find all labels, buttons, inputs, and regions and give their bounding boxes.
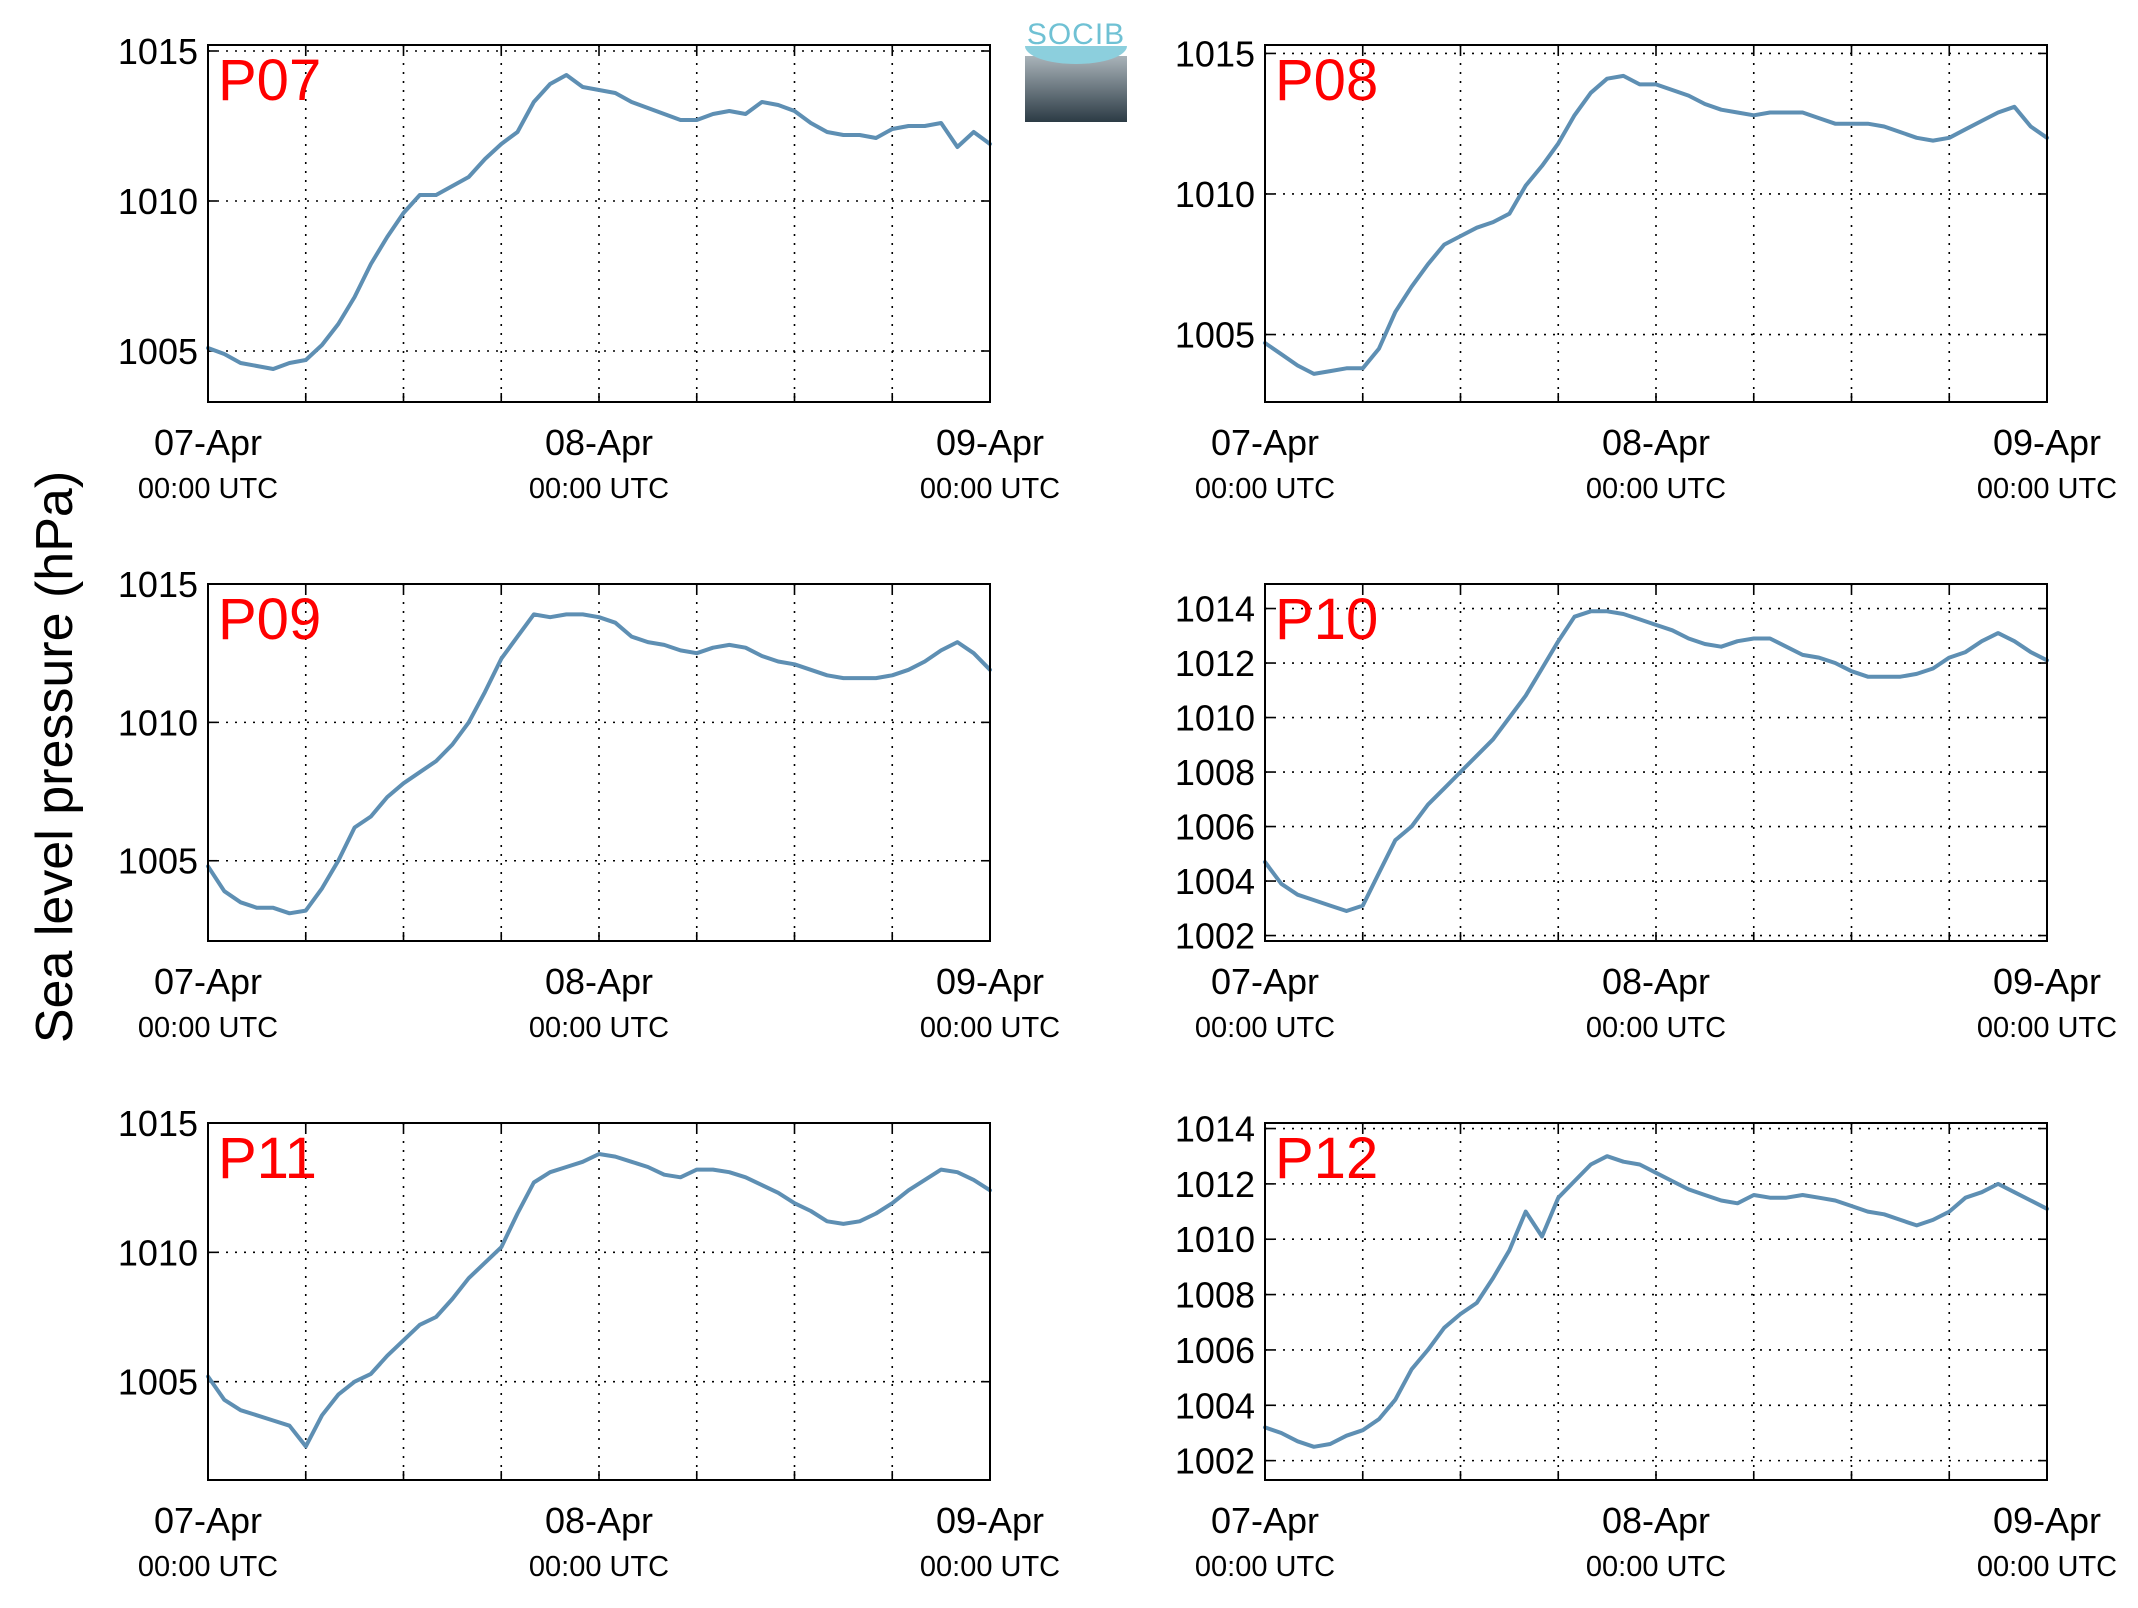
panel-label: P12 — [1275, 1126, 1378, 1191]
x-tick-sublabel: 00:00 UTC — [1586, 473, 1726, 505]
x-tick-label: 07-Apr — [154, 422, 262, 463]
x-tick-label: 07-Apr — [154, 961, 262, 1002]
x-tick-sublabel: 00:00 UTC — [1195, 1551, 1335, 1583]
panel-label: P10 — [1275, 587, 1378, 652]
axes-frame — [1264, 44, 2048, 403]
pressure-series-line — [1263, 73, 2049, 376]
x-tick-sublabel: 00:00 UTC — [529, 1551, 669, 1583]
y-tick-label: 1005 — [118, 1362, 198, 1403]
panel-label: P11 — [218, 1126, 317, 1191]
x-tick-sublabel: 00:00 UTC — [1977, 473, 2117, 505]
y-tick-label: 1002 — [1175, 916, 1255, 957]
y-tick-label: 1005 — [118, 841, 198, 882]
y-tick-label: 1006 — [1175, 807, 1255, 848]
x-tick-label: 07-Apr — [1211, 1500, 1319, 1541]
x-tick-sublabel: 00:00 UTC — [1586, 1012, 1726, 1044]
axes-frame — [1264, 1122, 2048, 1481]
y-tick-label: 1006 — [1175, 1330, 1255, 1371]
y-tick-label: 1014 — [1175, 589, 1255, 630]
x-tick-sublabel: 00:00 UTC — [529, 473, 669, 505]
panel-p09: 1005 1010 1015 P09 07-Apr 00:00 UTC 08-Apr 00:0… — [118, 564, 1060, 1044]
y-tick-label: 1010 — [1175, 174, 1255, 215]
panel-p10: 1002 1004 1006 1008 1010 1012 1014 P10 07-Apr 00:… — [1175, 583, 2117, 1044]
x-tick-sublabel: 00:00 UTC — [920, 1012, 1060, 1044]
x-tick-sublabel: 00:00 UTC — [138, 473, 278, 505]
y-tick-label: 1015 — [1175, 33, 1255, 74]
y-tick-label: 1005 — [1175, 315, 1255, 356]
x-tick-label: 09-Apr — [936, 1500, 1044, 1541]
y-tick-label: 1008 — [1175, 752, 1255, 793]
x-tick-sublabel: 00:00 UTC — [1586, 1551, 1726, 1583]
pressure-series-line — [206, 73, 992, 371]
y-tick-label: 1005 — [118, 331, 198, 372]
panel-p08: 1005 1010 1015 P08 07-Apr 00:00 UTC 08-Apr 00:0… — [1175, 33, 2117, 505]
pressure-series-line — [206, 612, 992, 916]
y-tick-label: 1015 — [118, 31, 198, 72]
x-tick-label: 09-Apr — [936, 422, 1044, 463]
x-tick-sublabel: 00:00 UTC — [920, 1551, 1060, 1583]
y-tick-label: 1015 — [118, 1103, 198, 1144]
x-tick-sublabel: 00:00 UTC — [1977, 1012, 2117, 1044]
x-tick-label: 09-Apr — [1993, 961, 2101, 1002]
y-tick-label: 1012 — [1175, 1164, 1255, 1205]
x-tick-sublabel: 00:00 UTC — [920, 473, 1060, 505]
y-tick-label: 1004 — [1175, 861, 1255, 902]
y-tick-label: 1004 — [1175, 1385, 1255, 1426]
panel-p11: 1005 1010 1015 P11 07-Apr 00:00 UTC 08-Apr 00:0… — [118, 1103, 1060, 1583]
y-tick-label: 1010 — [118, 181, 198, 222]
x-tick-sublabel: 00:00 UTC — [1195, 473, 1335, 505]
axes-frame — [207, 44, 991, 403]
y-tick-label: 1002 — [1175, 1441, 1255, 1482]
logo-text: SOCIB — [1026, 18, 1126, 51]
axes-frame — [1264, 583, 2048, 942]
x-tick-sublabel: 00:00 UTC — [1195, 1012, 1335, 1044]
x-tick-label: 08-Apr — [545, 961, 653, 1002]
logo-wave — [1025, 46, 1127, 64]
panel-label: P09 — [218, 587, 321, 652]
axes-frame — [207, 583, 991, 942]
y-tick-label: 1008 — [1175, 1275, 1255, 1316]
x-tick-label: 09-Apr — [1993, 422, 2101, 463]
axes-frame — [207, 1122, 991, 1481]
panel-label: P07 — [218, 48, 321, 113]
x-tick-label: 09-Apr — [1993, 1500, 2101, 1541]
y-tick-label: 1012 — [1175, 643, 1255, 684]
x-tick-label: 08-Apr — [1602, 961, 1710, 1002]
panel-p12: 1002 1004 1006 1008 1010 1012 1014 P12 07-Apr 00:… — [1175, 1109, 2117, 1583]
y-tick-label: 1010 — [1175, 1219, 1255, 1260]
y-tick-label: 1015 — [118, 564, 198, 605]
x-tick-label: 09-Apr — [936, 961, 1044, 1002]
x-tick-label: 07-Apr — [154, 1500, 262, 1541]
y-tick-label: 1014 — [1175, 1109, 1255, 1150]
x-tick-label: 08-Apr — [1602, 422, 1710, 463]
y-tick-label: 1010 — [118, 702, 198, 743]
x-tick-label: 08-Apr — [1602, 1500, 1710, 1541]
x-tick-sublabel: 00:00 UTC — [138, 1551, 278, 1583]
pressure-series-line — [1263, 609, 2049, 913]
x-tick-label: 07-Apr — [1211, 422, 1319, 463]
x-tick-label: 07-Apr — [1211, 961, 1319, 1002]
x-tick-label: 08-Apr — [545, 1500, 653, 1541]
socib-logo: SOCIB — [1025, 18, 1127, 122]
panel-label: P08 — [1275, 48, 1378, 113]
logo-graphic — [1025, 56, 1127, 122]
x-tick-sublabel: 00:00 UTC — [1977, 1551, 2117, 1583]
x-tick-sublabel: 00:00 UTC — [529, 1012, 669, 1044]
x-tick-sublabel: 00:00 UTC — [138, 1012, 278, 1044]
panel-p07: 1005 1010 1015 P07 07-Apr 00:00 UTC 08-Apr 00:0… — [118, 31, 1060, 505]
pressure-series-line — [1263, 1154, 2049, 1449]
y-tick-label: 1010 — [1175, 698, 1255, 739]
y-tick-label: 1010 — [118, 1232, 198, 1273]
pressure-series-line — [206, 1152, 992, 1449]
x-tick-label: 08-Apr — [545, 422, 653, 463]
y-axis-label: Sea level pressure (hPa) — [26, 470, 84, 1044]
